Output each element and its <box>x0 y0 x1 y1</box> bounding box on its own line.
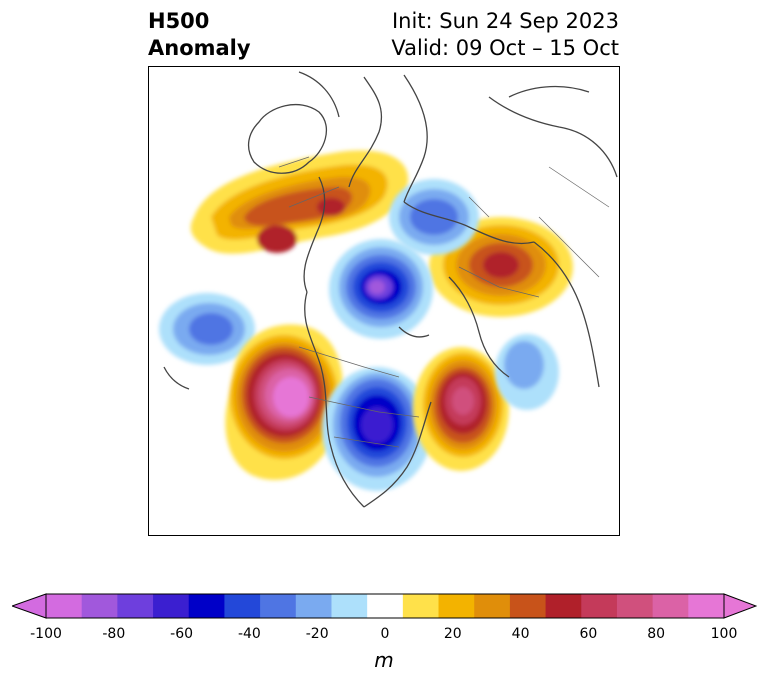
coastlines <box>163 71 618 508</box>
colorbar-segment <box>367 594 404 618</box>
colorbar-segment <box>81 594 118 618</box>
colorbar-tick-label: -20 <box>305 626 329 642</box>
init-date: Init: Sun 24 Sep 2023 <box>391 9 619 33</box>
colorbar-tick-label: -40 <box>237 626 261 642</box>
colorbar-segment <box>438 594 475 618</box>
colorbar-segment <box>402 594 440 618</box>
chart-title: H500 Anomaly <box>148 8 251 62</box>
ridge-north-atlantic <box>413 347 509 471</box>
colorbar-tick-label: 80 <box>647 626 666 642</box>
colorbar-segment <box>688 594 725 618</box>
ridge-northwest-canada <box>190 150 409 254</box>
colorbar-segment <box>474 594 511 618</box>
colorbar-segment <box>545 594 582 618</box>
colorbar-segment <box>509 594 547 618</box>
colorbar-outline <box>45 593 725 619</box>
ridge-west-coast <box>225 324 344 480</box>
date-info: Init: Sun 24 Sep 2023 Valid: 09 Oct – 15… <box>391 8 619 62</box>
colorbar-segment <box>260 594 297 618</box>
colorbar-tick-label: 0 <box>380 626 390 642</box>
colorbar-segment <box>117 594 154 618</box>
colorbar-unit: m <box>374 648 394 672</box>
colorbar-tick-label: 40 <box>511 626 530 642</box>
colorbar-segment <box>295 594 332 618</box>
colorbar-segment <box>46 594 83 618</box>
colorbar-segment <box>581 594 618 618</box>
trough-scandinavia <box>389 179 479 255</box>
colorbar-tick-label: 60 <box>579 626 598 642</box>
title-line-2: Anomaly <box>148 36 251 60</box>
colorbar-tick-label: -100 <box>30 626 62 642</box>
colorbar-extend-max <box>723 593 758 619</box>
anomaly-map <box>148 66 620 536</box>
colorbar-segment <box>616 594 654 618</box>
country-borders <box>278 156 610 448</box>
trough-east-atlantic <box>495 334 559 410</box>
colorbar-tick-label: -80 <box>102 626 126 642</box>
colorbar-segment <box>652 594 689 618</box>
map-canvas <box>159 71 618 508</box>
colorbar-tick-label: 20 <box>443 626 462 642</box>
colorbar-segment <box>331 594 368 618</box>
title-line-1: H500 <box>148 9 210 33</box>
colorbar-segment <box>153 594 190 618</box>
trough-arctic <box>329 239 433 339</box>
colorbar <box>10 592 758 624</box>
trough-central-north-america <box>322 367 432 491</box>
colorbar-segment <box>188 594 225 618</box>
trough-north-pacific <box>159 293 255 365</box>
colorbar-tick-label: -60 <box>170 626 194 642</box>
colorbar-tick-label: 100 <box>710 626 738 642</box>
colorbar-extend-min <box>10 593 47 619</box>
valid-date: Valid: 09 Oct – 15 Oct <box>391 36 619 60</box>
colorbar-segment <box>224 594 261 618</box>
colorbar-graphic <box>10 593 758 619</box>
